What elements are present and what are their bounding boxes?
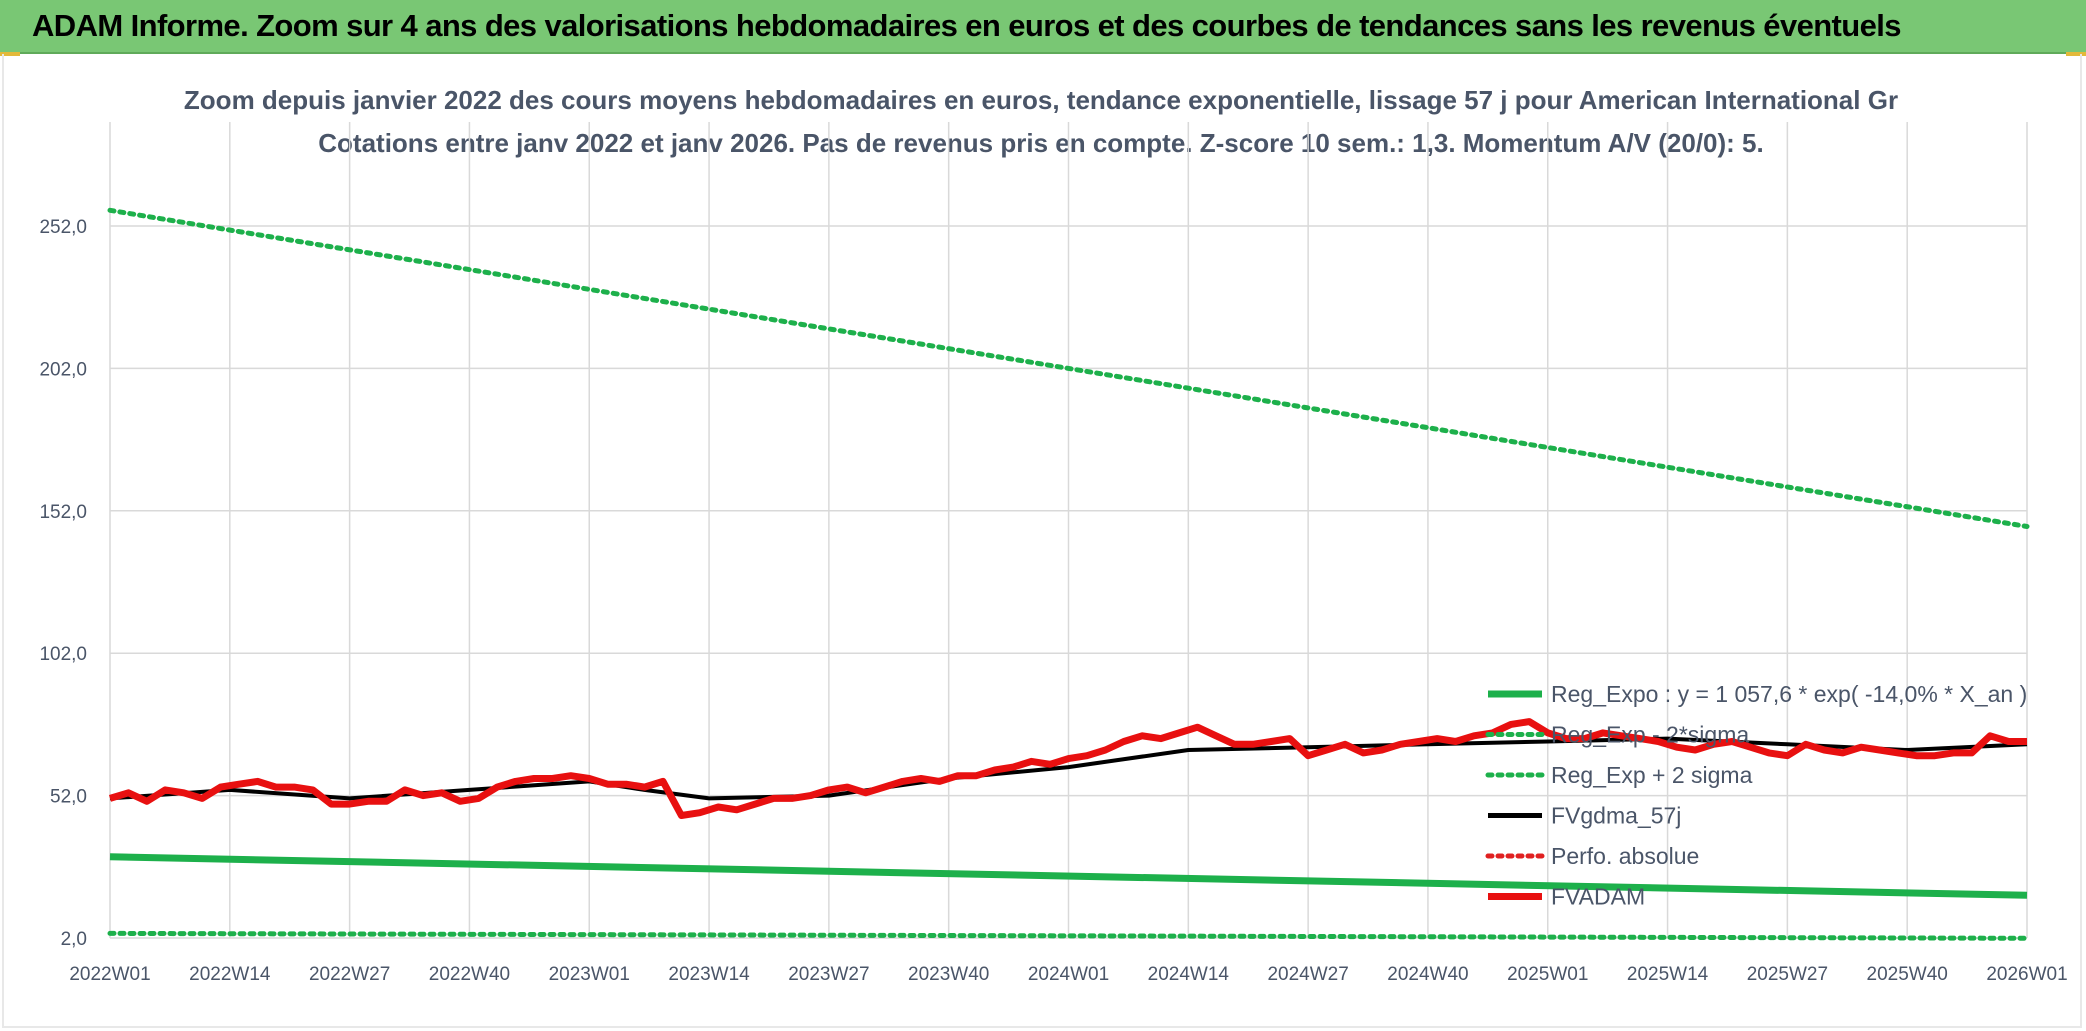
legend-label: Reg_Expo : y = 1 057,6 * exp( -14,0% * X… xyxy=(1551,681,2027,707)
x-tick-label: 2022W27 xyxy=(309,964,390,985)
x-tick-label: 2025W40 xyxy=(1867,964,1948,985)
y-tick-label: 202,0 xyxy=(39,359,87,380)
legend-label: FVADAM xyxy=(1551,884,1645,910)
x-tick-label: 2024W40 xyxy=(1387,964,1468,985)
x-tick-label: 2022W14 xyxy=(189,964,271,985)
x-tick-label: 2023W14 xyxy=(668,964,750,985)
report-banner: ADAM Informe. Zoom sur 4 ans des valoris… xyxy=(0,0,2086,54)
legend-label: Perfo. absolue xyxy=(1551,843,1699,869)
y-tick-label: 152,0 xyxy=(39,502,87,523)
banner-corner-right xyxy=(2066,52,2086,56)
x-tick-label: 2024W27 xyxy=(1267,964,1348,985)
x-tick-label: 2023W40 xyxy=(908,964,989,985)
banner-title: ADAM Informe. Zoom sur 4 ans des valoris… xyxy=(32,8,1902,43)
grid xyxy=(109,122,2028,939)
series-line xyxy=(107,930,2030,941)
chart-frame xyxy=(2,54,2082,1028)
x-tick-label: 2022W40 xyxy=(429,964,510,985)
y-tick-label: 2,0 xyxy=(61,929,87,950)
legend: Reg_Expo : y = 1 057,6 * exp( -14,0% * X… xyxy=(1485,681,2027,910)
chart-subtitle: Cotations entre janv 2022 et janv 2026. … xyxy=(318,128,1763,158)
x-tick-label: 2024W14 xyxy=(1148,964,1230,985)
x-tick-label: 2025W01 xyxy=(1507,964,1588,985)
x-tick-label: 2022W01 xyxy=(69,964,150,985)
series-line xyxy=(108,718,2027,819)
x-tick-label: 2024W01 xyxy=(1028,964,1109,985)
series-lines xyxy=(107,207,2030,941)
legend-label: FVgdma_57j xyxy=(1551,803,1681,829)
y-tick-label: 102,0 xyxy=(39,644,87,665)
legend-label: Reg_Exp - 2*sigma xyxy=(1551,722,1749,748)
series-line xyxy=(109,853,2028,899)
x-tick-label: 2026W01 xyxy=(1986,964,2067,985)
banner-corner-left xyxy=(0,52,20,56)
y-tick-label: 252,0 xyxy=(39,217,87,238)
legend-label: Reg_Exp + 2 sigma xyxy=(1551,762,1753,788)
series-line xyxy=(109,736,2028,801)
x-tick-label: 2023W27 xyxy=(788,964,869,985)
x-tick-label: 2025W14 xyxy=(1627,964,1709,985)
x-axis-ticks: 2022W01 2022W14 2022W27 2022W40 2023W01 2023W… xyxy=(69,964,2067,985)
x-tick-label: 2025W27 xyxy=(1747,964,1828,985)
x-tick-label: 2023W01 xyxy=(549,964,630,985)
y-tick-label: 52,0 xyxy=(50,787,87,808)
series-line xyxy=(107,207,2030,529)
y-axis-ticks: 2,0 52,0 102,0 152,0 202,0 252,0 xyxy=(39,217,87,950)
chart-title: Zoom depuis janvier 2022 des cours moyen… xyxy=(184,85,1898,115)
